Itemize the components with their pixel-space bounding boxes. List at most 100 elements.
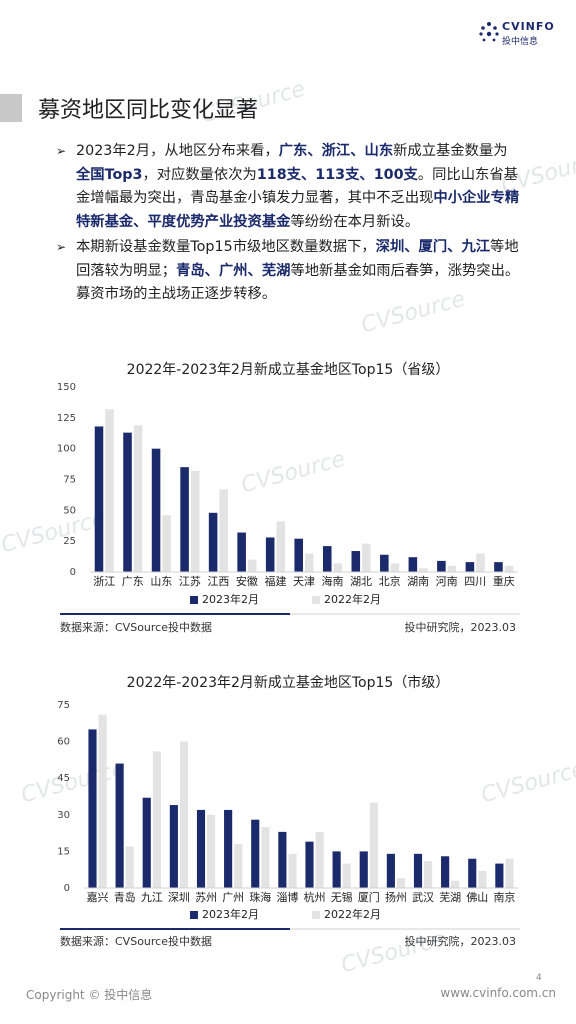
chart-title: 2022年-2023年2月新成立基金地区Top15（市级） [127,674,450,691]
section-title: 募资地区同比变化显著 [38,98,259,123]
x-tick-label: 四川 [464,575,486,588]
bar [468,858,477,888]
source-note: 数据来源：CVSource投中数据 [60,934,212,948]
bar [224,809,233,888]
bar [305,841,314,888]
bar [333,563,343,572]
legend-label: 2023年2月 [202,907,259,921]
bar [133,425,143,572]
bar [465,562,475,572]
bar [441,856,450,888]
bar [190,470,200,572]
y-tick-label: 150 [57,382,76,393]
y-tick-label: 15 [57,846,70,857]
body-text: 本期新设基金数量Top15市级地区数量数据下， [76,239,376,255]
body-text: 2023年2月，从地区分布来看， [76,143,279,159]
legend-label: 2023年2月 [202,592,259,606]
bar [261,827,270,888]
bar [437,560,446,572]
x-tick-label: 北京 [379,574,401,588]
bar [451,880,460,888]
x-tick-label: 湖北 [350,575,372,588]
body-text: 。同比山东省基金增幅最为突出，青岛基金小镇发力显著，其中不乏出现 [76,166,518,207]
bullet-list: 2023年2月，从地区分布来看，广东、浙江、山东新成立基金数量为全国Top3，对… [56,140,520,309]
x-tick-label: 江苏 [179,575,201,588]
bar [396,878,406,888]
credit-note: 投中研究院，2023.03 [405,620,517,634]
credit-note: 投中研究院，2023.03 [405,934,517,948]
body-text: 新成立基金数量为 [393,143,508,159]
y-tick-label: 25 [63,536,76,547]
x-tick-label: 芜湖 [439,890,461,904]
logo-subtext: 投中信息 [502,37,539,47]
x-tick-label: 广东 [122,575,144,588]
logo-text: CVINFO [502,20,555,33]
y-tick-label: 60 [57,737,70,748]
x-tick-label: 南京 [493,890,515,904]
bar [123,432,132,572]
bar [288,853,297,888]
bullet: 2023年2月，从地区分布来看，广东、浙江、山东新成立基金数量为全国Top3，对… [56,140,520,234]
bar [179,741,189,888]
body-text: 等地回落较为明显； [76,239,519,279]
x-tick-label: 厦门 [358,890,380,904]
bar [362,543,371,572]
bar [424,861,433,888]
x-tick-label: 深圳 [168,891,190,904]
title-marker [0,94,22,122]
bar [180,467,189,572]
bar [234,844,243,888]
bar [207,814,216,888]
bar [247,559,257,572]
x-tick-label: 苏州 [195,891,217,904]
bar [196,809,206,888]
x-tick-label: 重庆 [493,574,515,588]
copyright: Copyright © 投中信息 [26,988,153,1002]
y-tick-label: 125 [57,413,76,424]
bar [322,546,332,572]
bar [208,512,218,572]
x-tick-label: 河南 [436,575,458,588]
bar [315,831,324,888]
bar [88,729,97,888]
legend-swatch [190,911,198,919]
y-tick-label: 45 [57,773,70,784]
legend-label: 2022年2月 [324,592,381,606]
x-tick-label: 江西 [207,575,229,588]
bar [390,563,400,572]
bar [351,551,361,572]
bar [369,802,378,888]
emphasis-text: 深圳、厦门、九江 [375,239,491,255]
x-tick-label: 无锡 [331,890,353,904]
bar [494,562,503,572]
x-tick-label: 杭州 [304,890,326,904]
bar [152,751,161,888]
x-tick-label: 天津 [293,575,315,588]
bar [413,853,423,888]
page-number: 4 [536,973,542,983]
bar [251,819,260,888]
bar [105,409,114,572]
bar [162,515,171,572]
bar [142,797,151,888]
bar [294,538,303,572]
bar [332,851,341,888]
y-tick-label: 75 [63,475,76,486]
bar [278,831,287,888]
x-tick-label: 福建 [264,574,286,588]
bar [380,554,389,572]
bar [125,846,134,888]
emphasis-text: 全国Top3 [76,166,143,183]
bar [476,553,485,572]
body-text: 等纷纷在本月新设。 [290,213,420,230]
bar [419,568,428,572]
bar [505,858,514,888]
bar [151,448,161,572]
bar [478,870,487,888]
logo-icon [479,22,499,42]
emphasis-text: 青岛、广州、芜湖 [176,262,291,279]
x-tick-label: 九江 [141,891,163,904]
chart-title: 2022年-2023年2月新成立基金地区Top15（省级） [127,361,450,378]
x-tick-label: 珠海 [249,890,271,904]
